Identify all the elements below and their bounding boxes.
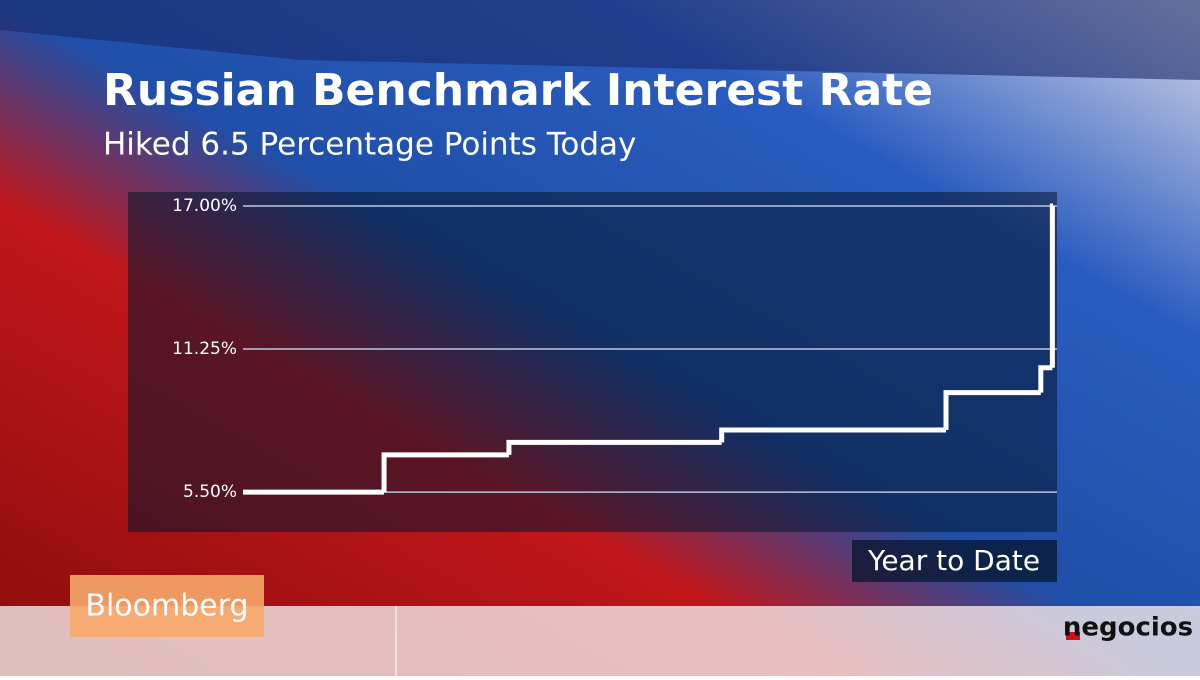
site-logo: negocios [1063,613,1193,643]
y-tick-label: 17.00% [172,196,237,216]
x-axis-label: Year to Date [867,544,1040,577]
rate-step [1038,365,1053,393]
chart-title: Russian Benchmark Interest Rate [103,65,933,116]
x-label-box [852,540,1057,582]
chart-subtitle: Hiked 6.5 Percentage Points Today [103,127,636,163]
background-shade [0,0,1200,80]
y-tick-label: 11.25% [172,339,237,359]
chart-panel [128,192,1057,532]
rate-step [1049,203,1055,368]
rate-step [719,427,946,443]
rate-step [381,452,509,493]
y-tick-label: 5.50% [183,482,237,502]
rate-step [943,390,1041,430]
logo-box [70,575,264,637]
broadcaster-logo: Bloomberg [85,589,248,624]
site-logo-mark [1066,632,1080,640]
rate-step [506,439,722,455]
plot: 17.00% 11.25% 5.50% [172,196,1057,502]
